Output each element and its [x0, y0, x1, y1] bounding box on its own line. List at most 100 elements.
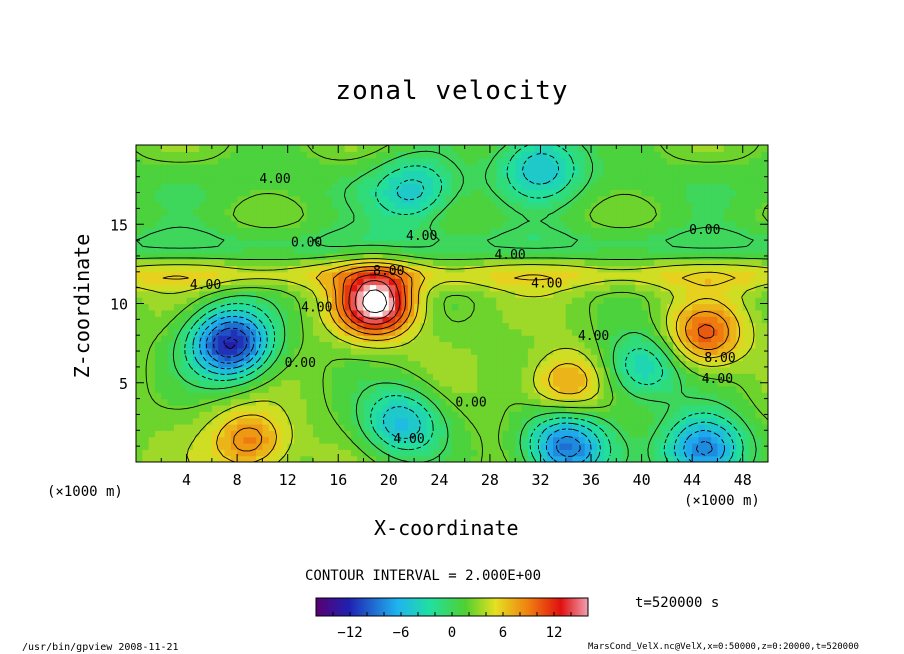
heat-cell — [306, 290, 314, 298]
heat-cell — [167, 398, 175, 406]
heat-cell — [414, 417, 421, 425]
heat-cell — [483, 398, 491, 406]
heat-cell — [603, 246, 611, 254]
heat-cell — [755, 442, 763, 450]
heat-cell — [717, 151, 725, 159]
heat-cell — [154, 214, 162, 222]
heat-cell — [388, 430, 396, 438]
heat-cell — [262, 417, 270, 425]
heat-cell — [578, 151, 586, 159]
heat-cell — [294, 354, 301, 362]
heat-cell — [660, 259, 668, 267]
heat-cell — [199, 335, 207, 343]
heat-cell — [363, 436, 371, 444]
heat-cell — [647, 221, 655, 229]
heat-cell — [515, 360, 523, 368]
heat-cell — [407, 157, 415, 165]
heat-cell — [256, 189, 263, 197]
heat-cell — [148, 347, 156, 355]
heat-cell — [249, 145, 257, 152]
heat-cell — [186, 455, 194, 462]
heat-cell — [331, 189, 339, 197]
heat-cell — [711, 208, 719, 216]
heat-cell — [679, 354, 687, 362]
heat-cell — [312, 385, 320, 393]
heat-cell — [224, 423, 232, 431]
heat-cell — [685, 265, 693, 273]
heat-cell — [641, 176, 649, 184]
heat-cell — [704, 303, 712, 311]
heat-cell — [749, 265, 756, 273]
heat-cell — [704, 347, 712, 355]
heat-cell — [300, 271, 308, 279]
heat-cell — [597, 202, 605, 209]
heat-cell — [230, 176, 238, 184]
heat-cell — [420, 252, 428, 260]
heat-cell — [534, 423, 542, 431]
heat-cell — [749, 189, 756, 197]
heat-cell — [565, 316, 573, 324]
heat-cell — [647, 442, 655, 450]
heat-cell — [445, 157, 453, 165]
heat-cell — [698, 214, 706, 222]
heat-cell — [363, 392, 371, 400]
heat-cell — [534, 233, 542, 241]
heat-cell — [420, 297, 428, 305]
heat-cell — [654, 183, 662, 190]
heat-cell — [281, 455, 289, 462]
heat-cell — [597, 170, 605, 178]
heat-cell — [243, 449, 251, 457]
heat-cell — [641, 316, 649, 324]
heat-cell — [445, 189, 453, 197]
heat-cell — [344, 145, 352, 152]
heat-cell — [742, 208, 750, 216]
heat-cell — [584, 303, 592, 311]
heat-cell — [363, 214, 371, 222]
heat-cell — [426, 436, 434, 444]
heat-cell — [647, 164, 655, 171]
heat-cell — [338, 278, 346, 286]
heat-cell — [635, 240, 643, 248]
heat-cell — [426, 373, 434, 381]
heat-cell — [635, 227, 643, 235]
heat-cell — [414, 360, 421, 368]
heat-cell — [679, 240, 687, 248]
heat-cell — [300, 455, 308, 462]
heat-cell — [521, 341, 529, 349]
heat-cell — [685, 417, 693, 425]
heat-cell — [192, 436, 200, 444]
heat-cell — [281, 240, 289, 248]
heat-cell — [256, 347, 263, 355]
heat-cell — [477, 284, 485, 292]
heat-cell — [610, 436, 617, 444]
heat-cell — [692, 392, 700, 400]
heat-cell — [186, 328, 194, 336]
heat-cell — [218, 183, 226, 190]
heat-cell — [376, 297, 384, 305]
heat-cell — [136, 341, 143, 349]
heat-cell — [540, 164, 548, 171]
heat-cell — [142, 284, 150, 292]
heat-cell — [325, 449, 333, 457]
heat-cell — [344, 354, 352, 362]
heat-cell — [199, 183, 207, 190]
heat-cell — [186, 430, 194, 438]
heat-cell — [540, 195, 548, 203]
heat-cell — [502, 335, 510, 343]
heat-cell — [742, 214, 750, 222]
heat-cell — [338, 449, 346, 457]
heat-cell — [654, 164, 662, 171]
heat-cell — [224, 170, 232, 178]
heat-cell — [262, 316, 270, 324]
heat-cell — [761, 430, 768, 438]
heat-cell — [167, 252, 175, 260]
heat-cell — [534, 360, 542, 368]
heat-cell — [502, 436, 510, 444]
heat-cell — [553, 354, 561, 362]
heat-cell — [515, 379, 523, 387]
heat-cell — [692, 328, 700, 336]
heat-cell — [363, 221, 371, 229]
heat-cell — [275, 271, 282, 279]
heat-cell — [300, 221, 308, 229]
heat-cell — [628, 354, 636, 362]
